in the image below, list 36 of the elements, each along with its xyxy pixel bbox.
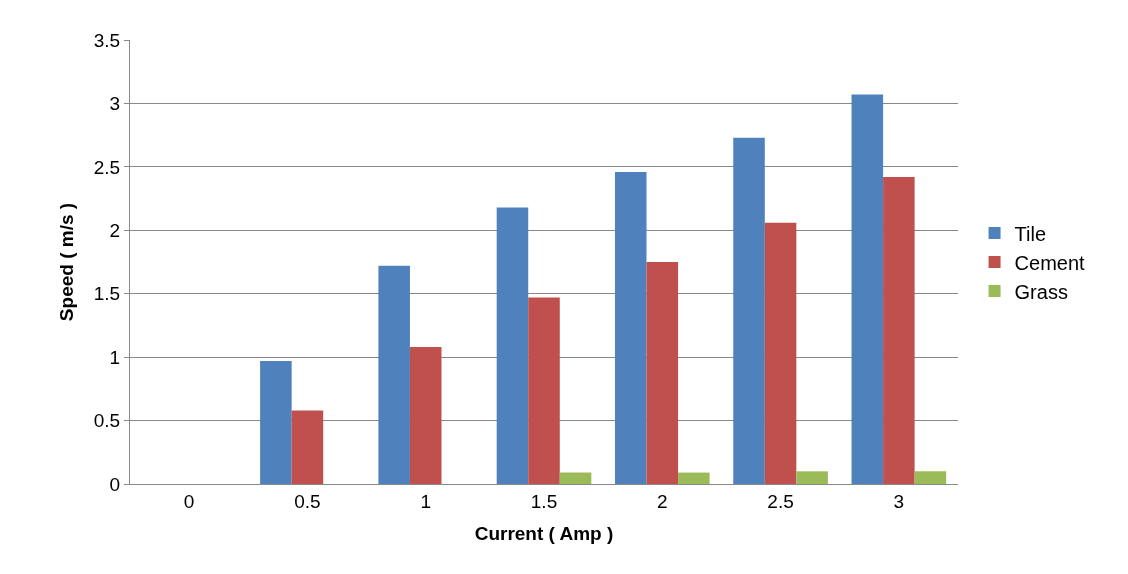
legend-label: Grass bbox=[1014, 280, 1068, 303]
y-tick-label: 0 bbox=[109, 473, 121, 495]
legend-label: Cement bbox=[1014, 251, 1086, 274]
bar bbox=[559, 472, 592, 484]
x-tick-label: 0 bbox=[183, 490, 195, 512]
bar bbox=[883, 177, 915, 484]
bar bbox=[260, 360, 292, 484]
y-axis-title: Speed ( m/s ) bbox=[55, 202, 77, 322]
y-tick-label: 0.5 bbox=[93, 410, 121, 432]
y-tick-label: 1.5 bbox=[93, 283, 121, 305]
bar bbox=[646, 262, 679, 484]
bar bbox=[733, 137, 765, 484]
x-tick-label: 0.5 bbox=[294, 490, 321, 512]
y-tick-label: 1 bbox=[109, 346, 121, 368]
bar bbox=[851, 94, 884, 484]
bar bbox=[409, 346, 442, 484]
x-axis-title: Current ( Amp ) bbox=[474, 522, 614, 544]
bar bbox=[614, 171, 647, 484]
bar bbox=[678, 472, 710, 484]
y-tick-label: 2 bbox=[109, 219, 121, 241]
bar bbox=[796, 471, 828, 484]
bar bbox=[528, 297, 560, 484]
x-tick-label: 1 bbox=[420, 490, 431, 512]
y-tick-label: 3 bbox=[109, 93, 121, 115]
x-tick-label: 1.5 bbox=[530, 490, 558, 512]
bar bbox=[914, 471, 947, 484]
y-tick-label: 2.5 bbox=[93, 156, 121, 178]
bar bbox=[378, 265, 410, 484]
y-tick-label: 3.5 bbox=[93, 29, 121, 51]
bar bbox=[764, 222, 797, 484]
bar bbox=[496, 207, 529, 484]
bar bbox=[291, 410, 324, 484]
x-tick-label: 3 bbox=[893, 490, 905, 512]
x-tick-label: 2.5 bbox=[767, 490, 794, 512]
legend-label: Tile bbox=[1014, 222, 1047, 245]
x-tick-label: 2 bbox=[657, 490, 668, 512]
